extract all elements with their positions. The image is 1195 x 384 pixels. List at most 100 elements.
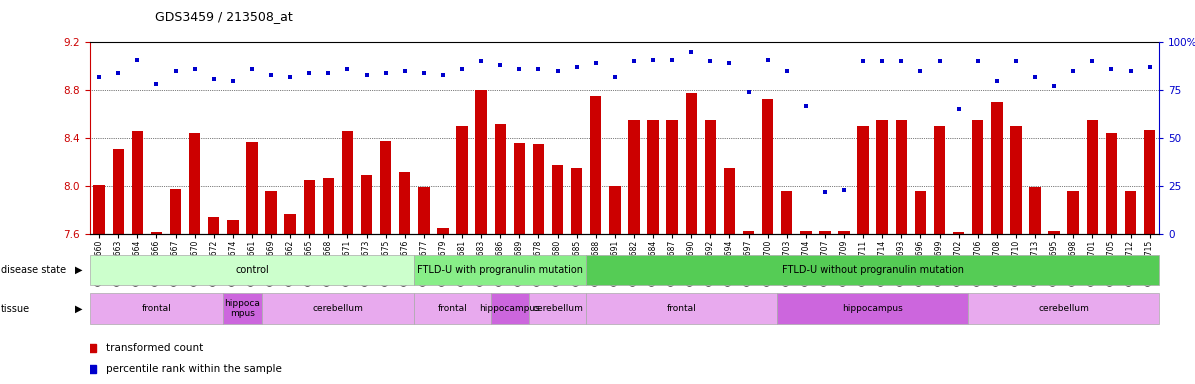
Point	[338, 66, 357, 72]
Point	[357, 72, 376, 78]
Point	[891, 58, 911, 65]
Text: frontal: frontal	[437, 304, 467, 313]
Bar	[170, 189, 182, 234]
Text: frontal: frontal	[667, 304, 697, 313]
Point	[1006, 58, 1025, 65]
Bar	[1067, 191, 1079, 234]
Text: ▶: ▶	[75, 303, 82, 314]
Bar	[491, 293, 529, 324]
Bar	[782, 191, 792, 234]
Point	[319, 70, 338, 76]
Point	[166, 68, 185, 74]
Bar	[246, 142, 258, 234]
Point	[815, 189, 834, 195]
Point	[434, 72, 453, 78]
Point	[606, 74, 625, 80]
Point	[90, 74, 109, 80]
Point	[758, 56, 777, 63]
Bar	[552, 165, 563, 234]
Point	[128, 56, 147, 63]
Bar	[571, 168, 582, 234]
Text: hippocampus: hippocampus	[479, 304, 540, 313]
Bar	[189, 134, 201, 234]
Point	[204, 76, 223, 82]
Bar	[686, 93, 697, 234]
Bar	[629, 120, 639, 234]
Point	[1064, 68, 1083, 74]
Bar	[93, 185, 105, 234]
Bar	[838, 231, 850, 234]
Bar	[648, 120, 658, 234]
Bar	[415, 293, 491, 324]
Bar	[456, 126, 467, 234]
Text: FTLD-U without progranulin mutation: FTLD-U without progranulin mutation	[782, 265, 963, 275]
Bar	[1029, 187, 1041, 234]
Bar	[587, 255, 1159, 285]
Point	[376, 70, 396, 76]
Point	[568, 64, 587, 70]
Text: disease state: disease state	[1, 265, 66, 275]
Text: transformed count: transformed count	[106, 343, 203, 353]
Bar	[801, 231, 811, 234]
Bar	[743, 231, 754, 234]
Bar	[415, 255, 587, 285]
Point	[681, 49, 700, 55]
Point	[1025, 74, 1044, 80]
Text: cerebellum: cerebellum	[532, 304, 583, 313]
Point	[453, 66, 472, 72]
Point	[185, 66, 204, 72]
Bar	[972, 120, 983, 234]
Point	[643, 56, 662, 63]
Text: ▶: ▶	[75, 265, 82, 275]
Bar	[399, 172, 410, 234]
Bar	[514, 143, 525, 234]
Bar	[112, 149, 124, 234]
Point	[223, 78, 243, 84]
Text: FTLD-U with progranulin mutation: FTLD-U with progranulin mutation	[417, 265, 583, 275]
Point	[1044, 83, 1064, 89]
Text: hippoca
mpus: hippoca mpus	[225, 299, 261, 318]
Point	[529, 66, 549, 72]
Bar	[533, 144, 544, 234]
Bar	[284, 214, 296, 234]
Bar	[724, 168, 735, 234]
Bar	[323, 178, 335, 234]
Bar	[857, 126, 869, 234]
Bar	[968, 293, 1159, 324]
Point	[796, 103, 815, 109]
Bar	[914, 191, 926, 234]
Point	[472, 58, 491, 65]
Bar	[762, 99, 773, 234]
Point	[300, 70, 319, 76]
Bar	[208, 217, 220, 234]
Bar	[265, 191, 277, 234]
Text: GDS3459 / 213508_at: GDS3459 / 213508_at	[155, 10, 293, 23]
Bar	[151, 232, 163, 234]
Point	[1140, 64, 1159, 70]
Bar	[1105, 134, 1117, 234]
Point	[624, 58, 643, 65]
Bar	[342, 131, 354, 234]
Point	[987, 78, 1006, 84]
Bar	[895, 120, 907, 234]
Text: cerebellum: cerebellum	[312, 304, 363, 313]
Bar	[952, 232, 964, 234]
Point	[281, 74, 300, 80]
Point	[491, 62, 510, 68]
Point	[930, 58, 949, 65]
Bar	[1124, 191, 1136, 234]
Text: tissue: tissue	[1, 303, 30, 314]
Point	[109, 70, 128, 76]
Bar	[227, 220, 239, 234]
Bar	[380, 141, 392, 234]
Text: frontal: frontal	[141, 304, 171, 313]
Bar	[90, 255, 415, 285]
Bar	[131, 131, 143, 234]
Bar	[876, 120, 888, 234]
Point	[968, 58, 987, 65]
Bar	[933, 126, 945, 234]
Point	[1083, 58, 1102, 65]
Point	[1102, 66, 1121, 72]
Point	[549, 68, 568, 74]
Bar	[437, 228, 448, 234]
